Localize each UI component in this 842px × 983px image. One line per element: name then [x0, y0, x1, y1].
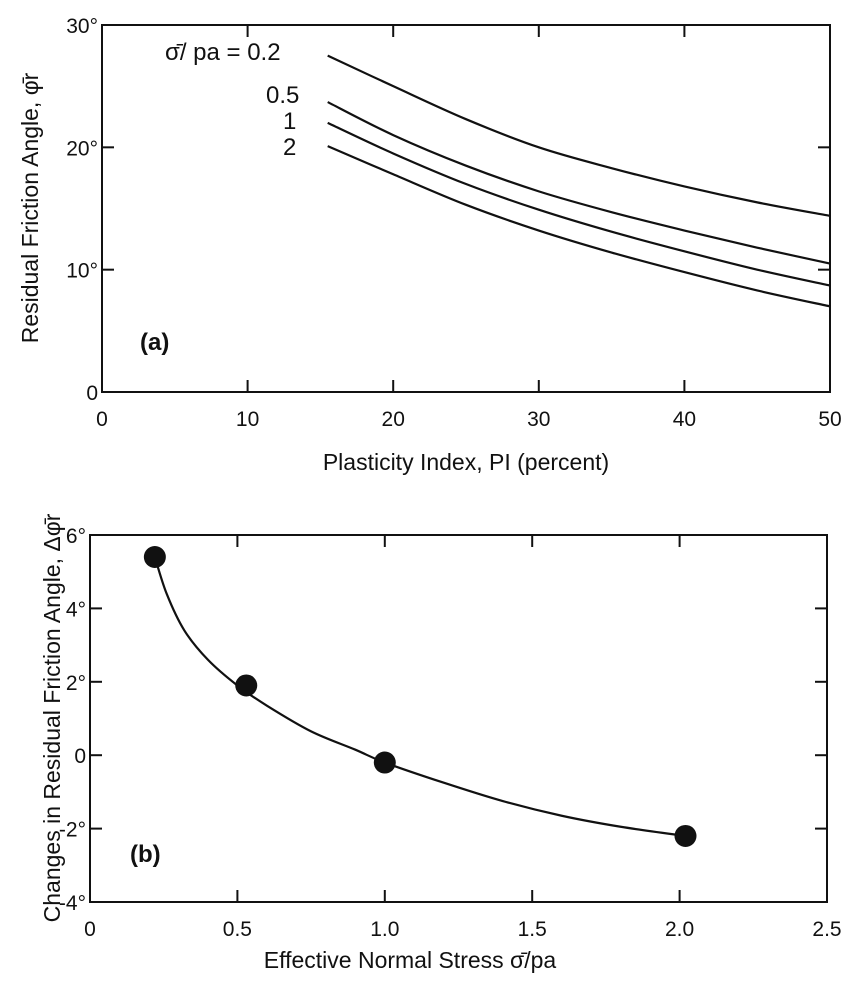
chart-b-fit-line	[153, 556, 686, 838]
chart-a-series	[327, 54, 831, 308]
chart-a-x-axis-title: Plasticity Index, PI (percent)	[323, 449, 609, 475]
chart-a-series-line-2	[327, 121, 831, 287]
chart-a-y-tick-label: 30°	[66, 15, 98, 38]
chart-b-x-tick-label: 1.5	[518, 918, 547, 941]
chart-b-ticks: 0 0.5 1.0 1.5 2.0 2.5 -4° -2° 0 2° 4° 6°	[59, 525, 842, 941]
chart-b-y-tick-label: 6°	[66, 525, 86, 548]
chart-b-y-tick-label: -4°	[59, 892, 86, 915]
chart-a-x-tick-label: 30	[527, 408, 550, 431]
chart-a-panel-label: (a)	[140, 329, 169, 356]
chart-b-x-axis-title: Effective Normal Stress σ̄/pa	[264, 947, 557, 973]
chart-b-y-tick-label: 4°	[66, 598, 86, 621]
chart-b-y-tick-label: 2°	[66, 672, 86, 695]
chart-b-y-tick-label: -2°	[59, 819, 86, 842]
chart-a-x-tick-label: 40	[673, 408, 696, 431]
chart-b-data-point	[235, 674, 258, 697]
chart-b-x-tick-label: 2.5	[812, 918, 841, 941]
chart-a-x-tick-label: 10	[236, 408, 259, 431]
chart-a-series-label-0.2: σ̄/ pa = 0.2	[165, 39, 281, 66]
chart-b-plot-frame	[89, 534, 828, 903]
chart-b-data-point	[143, 546, 166, 569]
chart-b-data-point	[674, 824, 697, 847]
chart-a-series-label-2: 2	[283, 134, 296, 161]
chart-b-data-point	[373, 751, 396, 774]
chart-b-x-tick-label: 0	[84, 918, 96, 941]
chart-a-y-axis-title: Residual Friction Angle, φ̄r	[17, 72, 43, 343]
chart-a-ticks: 0 10 20 30 40 50 0 10° 20° 30°	[66, 15, 841, 431]
chart-a-series-label-0.5: 0.5	[266, 82, 299, 109]
chart-a-series-label-1: 1	[283, 108, 296, 135]
chart-b-y-tick-label: 0	[74, 745, 86, 768]
chart-a-series-line-0	[327, 54, 831, 217]
chart-b-points	[143, 546, 697, 847]
chart-b-panel-label: (b)	[130, 841, 161, 868]
chart-a-x-tick-label: 20	[382, 408, 405, 431]
chart-b: 0 0.5 1.0 1.5 2.0 2.5 -4° -2° 0 2° 4° 6° (b) Effect…	[39, 513, 842, 973]
chart-a-plot-frame	[101, 24, 831, 393]
chart-b-y-axis-title: Changes in Residual Friction Angle, Δφ̄r	[39, 513, 65, 922]
chart-a-series-line-1	[327, 101, 831, 265]
chart-a-series-line-3	[327, 145, 831, 308]
chart-b-fit-curve	[153, 556, 686, 838]
chart-a-x-tick-label: 50	[818, 408, 841, 431]
chart-b-x-tick-label: 1.0	[370, 918, 399, 941]
chart-a: 0 10 20 30 40 50 0 10° 20° 30° (a) σ̄/ pa = 0.2 0…	[17, 15, 842, 475]
chart-a-y-tick-label: 10°	[66, 260, 98, 283]
chart-a-y-tick-label: 20°	[66, 137, 98, 160]
chart-b-x-tick-label: 2.0	[665, 918, 694, 941]
chart-b-x-tick-label: 0.5	[223, 918, 252, 941]
chart-a-y-tick-label: 0	[86, 382, 98, 405]
chart-a-x-tick-label: 0	[96, 408, 108, 431]
